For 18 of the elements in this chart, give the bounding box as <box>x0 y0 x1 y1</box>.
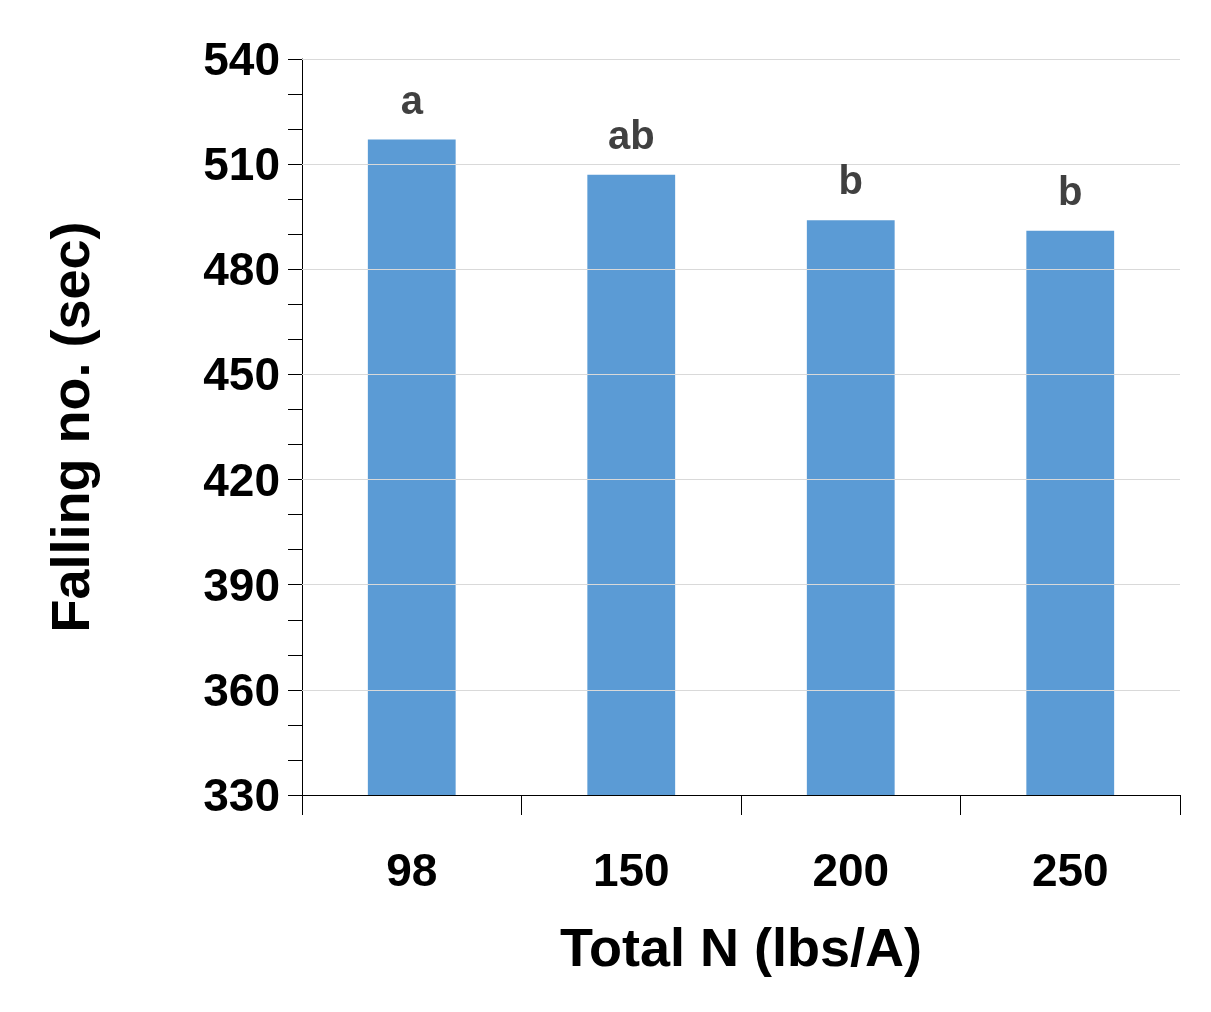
y-tick-label: 450 <box>203 348 280 401</box>
annotation: a <box>400 77 424 122</box>
annotation: b <box>838 158 863 203</box>
y-tick-label: 480 <box>203 243 280 296</box>
x-tick-label: 200 <box>812 844 890 896</box>
annotation: ab <box>607 112 655 157</box>
y-axis-title: Falling no. (sec) <box>40 221 100 633</box>
y-tick-label: 510 <box>203 138 280 191</box>
y-tick-label: 330 <box>203 769 280 821</box>
x-tick-label: 150 <box>592 844 670 896</box>
y-tick-label: 420 <box>203 453 280 506</box>
annotation: b <box>1058 168 1083 213</box>
x-tick-label: 98 <box>386 844 438 896</box>
y-tick-label: 360 <box>203 663 280 716</box>
y-tick-label: 540 <box>203 33 280 85</box>
y-tick-label: 390 <box>203 558 280 611</box>
x-axis-title: Total N (lbs/A) <box>560 917 922 977</box>
x-tick-label: 250 <box>1031 844 1109 896</box>
